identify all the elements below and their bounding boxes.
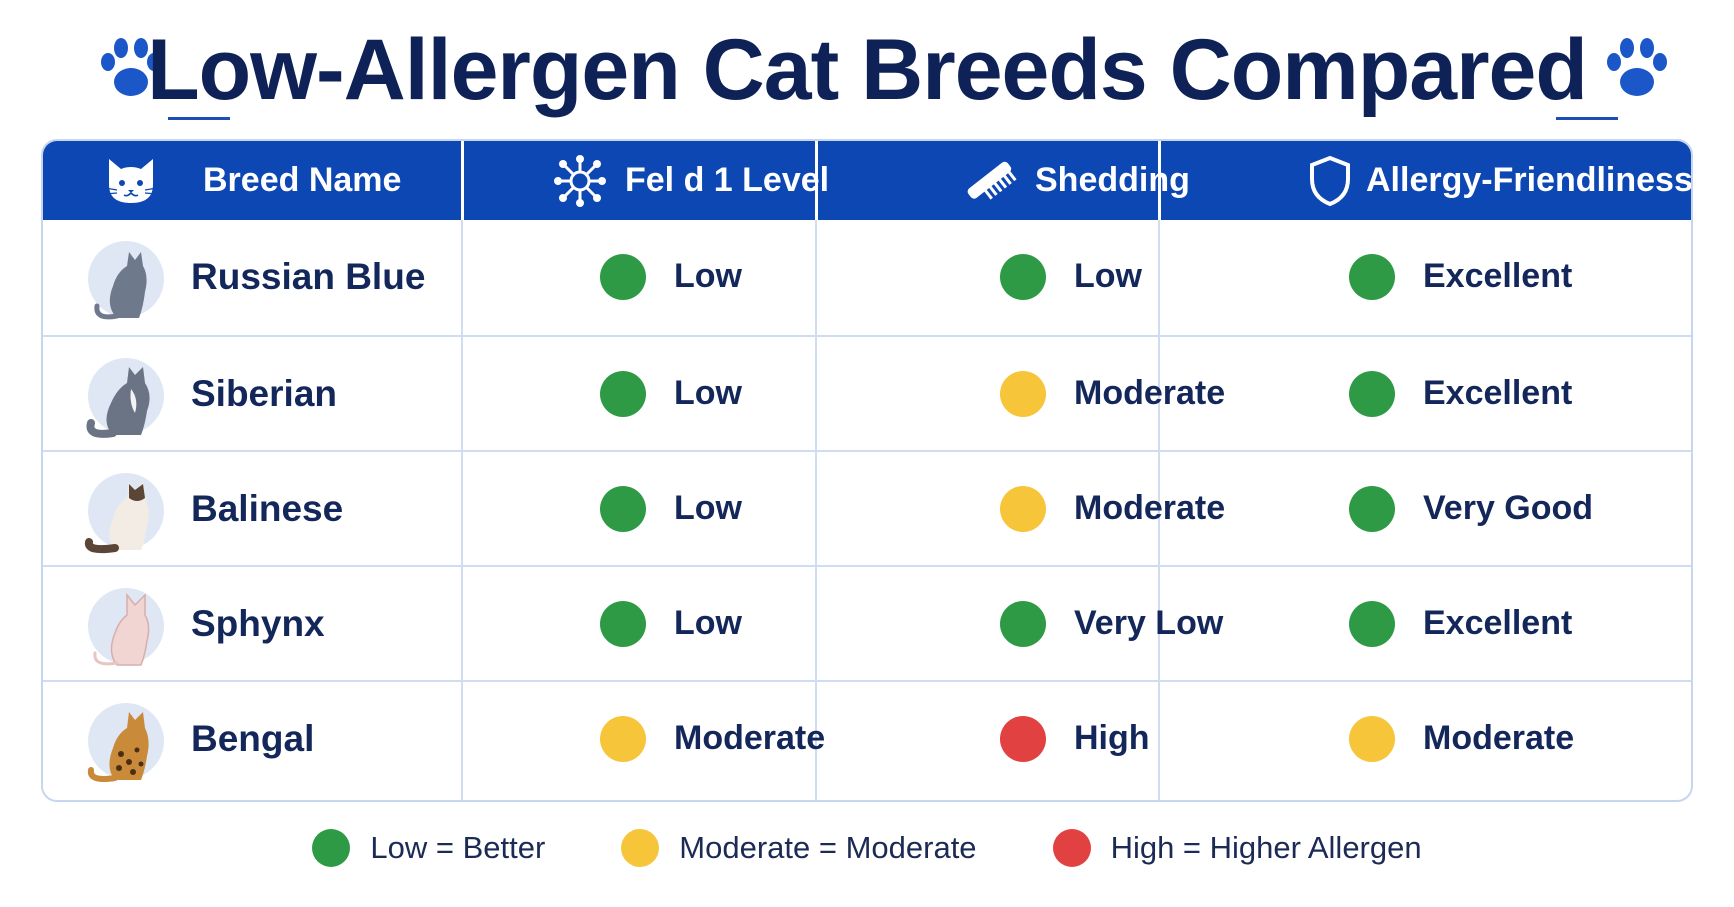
shedding-cell: High [1000, 682, 1150, 795]
status-dot [1349, 370, 1395, 417]
russian-blue-cat-icon [88, 241, 164, 320]
breed-comparison-table: Breed Name Fel d 1 Level [41, 139, 1693, 802]
status-dot [600, 370, 646, 417]
balinese-cat-icon [84, 473, 164, 554]
breed-name: Russian Blue [191, 255, 426, 297]
title-underline-left [168, 117, 230, 120]
legend-dot [621, 829, 660, 867]
column-header-label: Shedding [1035, 161, 1190, 199]
column-header-label: Fel d 1 Level [625, 161, 830, 199]
shedding-cell: Very Low [1000, 567, 1223, 680]
sphynx-cat-icon [88, 588, 164, 666]
table-header: Breed Name Fel d 1 Level [43, 141, 1691, 220]
allergen-molecule-icon [554, 154, 606, 207]
column-header-label: Breed Name [203, 161, 402, 199]
column-divider [1158, 220, 1160, 800]
table-row: Bengal Moderate High Moderate [43, 680, 1691, 795]
breed-name: Balinese [191, 487, 344, 529]
breed-name: Bengal [191, 717, 315, 759]
cat-face-icon [104, 158, 158, 203]
paw-print-icon [101, 38, 161, 96]
table-row: Sphynx Low Very Low Excellent [43, 565, 1691, 680]
status-dot [600, 485, 646, 532]
breed-name: Siberian [191, 372, 337, 414]
column-divider [461, 220, 463, 800]
table-row: Balinese Low Moderate Very Good [43, 450, 1691, 565]
friendliness-cell: Excellent [1349, 337, 1572, 450]
column-header-shedding: Shedding [963, 141, 1303, 220]
legend-item-moderate: Moderate = Moderate [621, 829, 977, 867]
legend: Low = Better Moderate = Moderate High = … [0, 822, 1734, 874]
comb-icon [967, 161, 1017, 200]
status-dot [600, 600, 646, 647]
column-divider [815, 220, 817, 800]
friendliness-cell: Moderate [1349, 682, 1574, 795]
fel-d1-cell: Moderate [600, 682, 825, 795]
friendliness-cell: Excellent [1349, 220, 1572, 333]
shedding-cell: Moderate [1000, 337, 1225, 450]
page-title: Low-Allergen Cat Breeds Compared [147, 22, 1588, 118]
legend-dot [312, 829, 351, 867]
legend-item-high: High = Higher Allergen [1052, 829, 1422, 867]
title-underline-right [1556, 117, 1618, 120]
friendliness-cell: Excellent [1349, 567, 1572, 680]
fel-d1-cell: Low [600, 567, 742, 680]
status-dot [1000, 715, 1046, 762]
header-divider [815, 141, 818, 220]
status-dot [1000, 253, 1046, 300]
table-row: Russian Blue Low Low Excellent [43, 220, 1691, 335]
bengal-cat-icon [87, 703, 164, 782]
header-divider [1158, 141, 1161, 220]
column-header-friendliness: Allergy-Friendliness [1308, 141, 1693, 220]
table-row: Siberian Low Moderate Excellent [43, 335, 1691, 450]
breed-name: Sphynx [191, 602, 325, 644]
status-dot [600, 253, 646, 300]
column-header-label: Allergy-Friendliness [1366, 161, 1693, 199]
siberian-cat-icon [86, 358, 164, 438]
fel-d1-cell: Low [600, 452, 742, 565]
status-dot [600, 715, 646, 762]
paw-print-icon [1607, 38, 1667, 96]
status-dot [1349, 600, 1395, 647]
column-header-fel-d1: Fel d 1 Level [553, 141, 933, 220]
status-dot [1000, 600, 1046, 647]
status-dot [1349, 485, 1395, 532]
fel-d1-cell: Low [600, 220, 742, 333]
legend-dot [1052, 829, 1091, 867]
status-dot [1349, 715, 1395, 762]
friendliness-cell: Very Good [1349, 452, 1593, 565]
column-header-breed: Breed Name [103, 141, 503, 220]
status-dot [1000, 370, 1046, 417]
page-header: Low-Allergen Cat Breeds Compared [0, 0, 1734, 135]
shedding-cell: Low [1000, 220, 1142, 333]
status-dot [1349, 253, 1395, 300]
status-dot [1000, 485, 1046, 532]
header-divider [461, 141, 464, 220]
fel-d1-cell: Low [600, 337, 742, 450]
shedding-cell: Moderate [1000, 452, 1225, 565]
shield-icon [1310, 155, 1350, 206]
legend-item-low: Low = Better [312, 829, 545, 867]
